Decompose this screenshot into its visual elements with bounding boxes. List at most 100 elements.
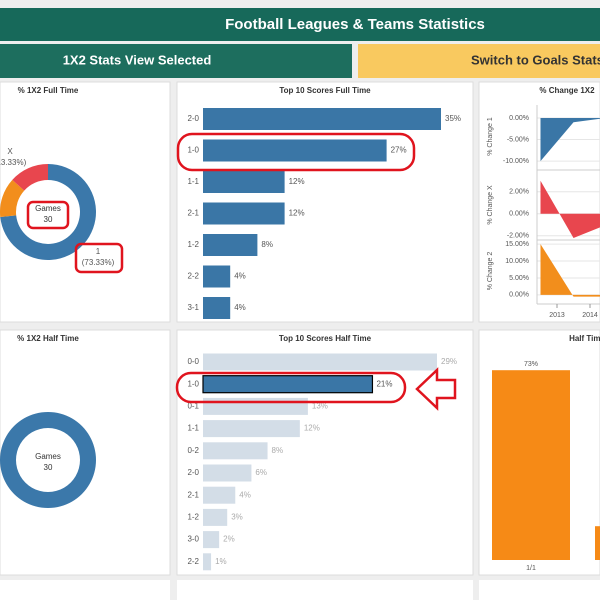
value-label: 8%: [272, 446, 284, 455]
bar: [202, 375, 374, 394]
bar: [203, 139, 387, 162]
area: [540, 117, 600, 162]
value-label: 6%: [255, 468, 267, 477]
bar: [203, 202, 285, 225]
highlight: [175, 371, 407, 404]
bar: [203, 486, 236, 504]
x-tick-label: 2013: [549, 312, 565, 319]
panel: [478, 81, 600, 323]
center-value: 30: [44, 215, 53, 224]
arrow: [415, 367, 457, 411]
switch-button[interactable]: [358, 44, 600, 78]
category-label: 2-0: [187, 468, 199, 477]
y-tick-label: -10.00%: [503, 158, 529, 165]
panel-title: % 1X2 Half Time: [17, 334, 79, 343]
donut-segment: [0, 412, 96, 508]
value-label: 4%: [234, 303, 246, 312]
y-tick-label: -2.00%: [507, 233, 529, 240]
center-label: Games: [35, 204, 61, 213]
y-tick-label: 10.00%: [505, 258, 529, 265]
value-label: 35%: [445, 114, 461, 123]
value-label: 1%: [215, 557, 227, 566]
highlight: [74, 242, 124, 274]
button-label: 1X2 Stats View Selected: [63, 52, 212, 67]
center-value: 30: [44, 463, 53, 472]
category-label: 1/1: [526, 565, 536, 572]
value-label: 4%: [239, 490, 251, 499]
y-tick-label: 0.00%: [509, 292, 529, 299]
category-label: 1-0: [187, 146, 199, 155]
button-label: Switch to Goals Stats: [471, 52, 600, 67]
header-bar: [0, 8, 600, 41]
donut-segment: [12, 164, 49, 191]
category-label: 1-1: [187, 424, 199, 433]
bar: [203, 420, 300, 438]
bar: [203, 508, 228, 526]
category-label: 1-2: [187, 240, 199, 249]
header-title: Football Leagues & Teams Statistics: [225, 16, 485, 33]
panel: [479, 580, 600, 600]
axis-title: % Change X: [487, 185, 494, 225]
y-tick-label: 0.00%: [509, 211, 529, 218]
segment-value-label: (73.33%): [82, 258, 115, 267]
bar: [203, 442, 268, 460]
bar: [203, 397, 308, 415]
value-label: 2%: [223, 535, 235, 544]
highlight: [176, 132, 416, 172]
y-tick-label: 0.00%: [509, 115, 529, 122]
panel-title: Top 10 Scores Half Time: [279, 334, 372, 343]
y-tick-label: 2.00%: [509, 189, 529, 196]
category-label: 2-1: [187, 490, 199, 499]
bar: [203, 265, 231, 288]
value-label: 12%: [289, 209, 305, 218]
value-label: 3%: [231, 513, 243, 522]
category-label: 1-0: [187, 379, 199, 388]
bar: [203, 234, 258, 256]
value-label: 12%: [289, 177, 305, 186]
panel-title: % 1X2 Full Time: [18, 86, 79, 95]
highlight: [26, 200, 70, 230]
center-label: Games: [35, 452, 61, 461]
panel: [0, 580, 170, 600]
category-label: 0-0: [187, 357, 199, 366]
value-label: 29%: [441, 357, 457, 366]
category-label: 2-2: [187, 272, 199, 281]
y-tick-label: 15.00%: [505, 241, 529, 248]
category-label: 2-0: [187, 114, 199, 123]
value-label: 4%: [234, 272, 246, 281]
selected-button[interactable]: [0, 44, 352, 78]
value-label: 27%: [391, 146, 407, 155]
bar: [492, 370, 570, 560]
value-label: 73%: [524, 361, 538, 368]
area: [540, 244, 600, 297]
segment-value-label: (13.33%): [0, 158, 27, 167]
segment-label: X: [7, 147, 13, 156]
category-label: 0-2: [187, 446, 199, 455]
value-label: 13%: [312, 402, 328, 411]
segment-label: 1: [96, 247, 101, 256]
bar: [203, 531, 220, 549]
axis-title: % Change 2: [487, 252, 494, 291]
donut-segment: [0, 164, 97, 261]
panel: [177, 580, 473, 600]
panel-title: Top 10 Scores Full Time: [279, 86, 371, 95]
category-label: 2-2: [187, 557, 199, 566]
category-label: 3-0: [187, 535, 199, 544]
bar: [203, 553, 212, 571]
y-tick-label: -5.00%: [507, 136, 529, 143]
value-label: 21%: [376, 379, 392, 388]
bar: [203, 464, 252, 482]
panel-title: Half Time: [569, 334, 600, 343]
bar: [203, 108, 441, 130]
category-label: 1-2: [187, 513, 199, 522]
x-tick-label: 2014: [582, 312, 598, 319]
category-label: 3-1: [187, 303, 199, 312]
value-label: 8%: [261, 240, 273, 249]
bar: [595, 526, 600, 560]
y-tick-label: 5.00%: [509, 275, 529, 282]
bar: [203, 297, 231, 319]
axis-title: % Change 1: [487, 117, 494, 156]
panel-title: % Change 1X2: [539, 86, 595, 95]
category-label: 2-1: [187, 209, 199, 218]
